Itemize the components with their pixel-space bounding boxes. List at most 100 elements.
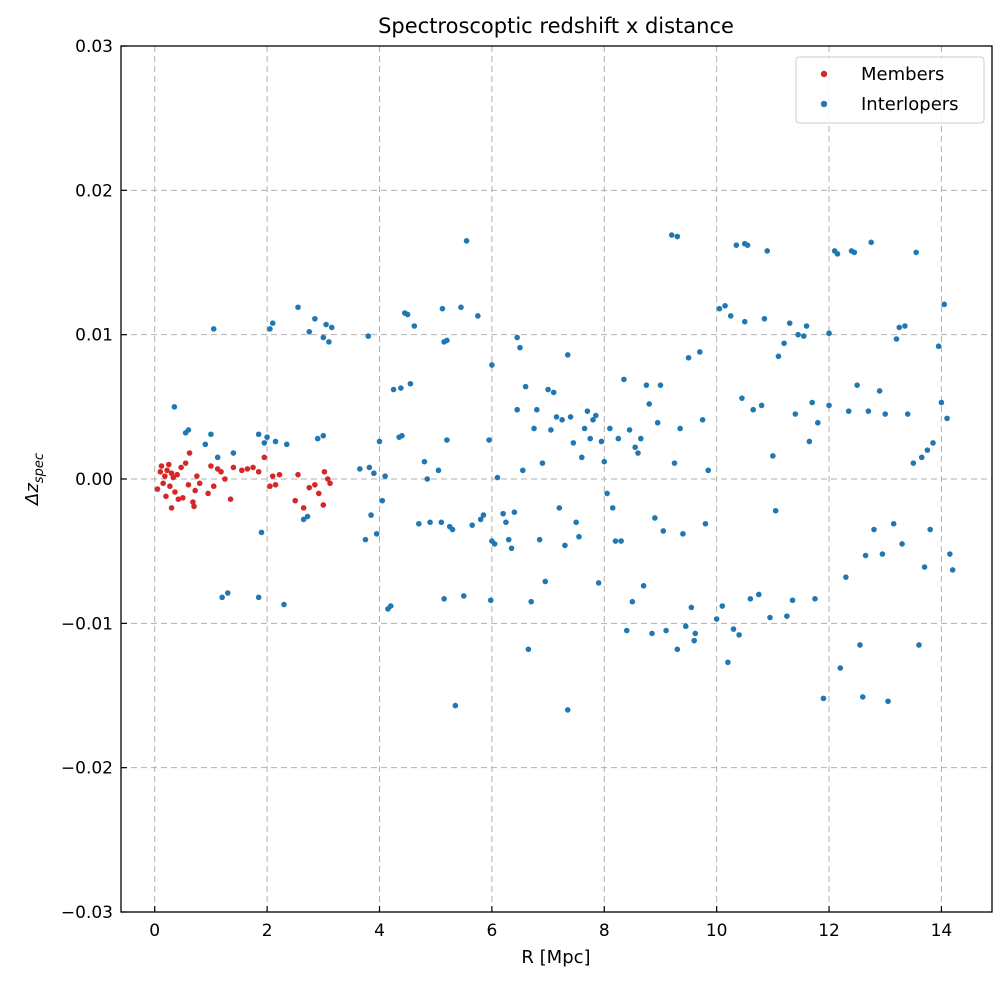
data-point-interlopers: [803, 323, 810, 329]
data-point-members: [158, 463, 165, 469]
data-point-members: [276, 471, 283, 478]
data-point-interlopers: [590, 417, 596, 423]
data-point-members: [165, 461, 172, 468]
data-point-interlopers: [267, 326, 273, 332]
data-point-interlopers: [654, 419, 661, 426]
data-point-interlopers: [382, 473, 388, 479]
data-point-interlopers: [692, 630, 699, 637]
data-point-members: [327, 480, 333, 487]
data-point-interlopers: [885, 698, 891, 705]
data-point-interlopers: [469, 522, 476, 528]
data-point-interlopers: [663, 627, 669, 634]
data-point-interlopers: [604, 490, 610, 497]
data-point-members: [164, 467, 170, 474]
data-point-members: [208, 463, 214, 469]
data-point-interlopers: [320, 334, 327, 341]
data-point-members: [205, 490, 211, 497]
data-point-interlopers: [623, 627, 630, 634]
data-point-interlopers: [702, 520, 709, 527]
data-point-interlopers: [548, 427, 554, 433]
data-point-interlopers: [300, 516, 307, 523]
data-point-interlopers: [534, 406, 540, 413]
data-point-interlopers: [564, 707, 571, 713]
data-point-interlopers: [744, 242, 751, 248]
data-point-interlopers: [416, 520, 422, 527]
data-point-members: [160, 480, 166, 487]
data-point-interlopers: [815, 419, 821, 426]
data-point-members: [292, 497, 299, 504]
data-point-members: [239, 467, 245, 474]
data-point-interlopers: [800, 333, 807, 339]
data-point-interlopers: [696, 349, 703, 355]
data-point-interlopers: [716, 305, 723, 312]
data-point-interlopers: [621, 376, 627, 383]
data-point-members: [175, 496, 182, 503]
data-point-interlopers: [306, 328, 313, 335]
data-point-interlopers: [214, 454, 221, 461]
points-layer: [154, 232, 956, 713]
data-point-interlopers: [427, 519, 433, 526]
data-point-interlopers: [949, 567, 956, 573]
data-point-members: [300, 505, 307, 511]
data-point-interlopers: [366, 464, 373, 471]
data-point-interlopers: [593, 412, 599, 419]
data-point-interlopers: [868, 239, 874, 246]
ticks-layer: 0 2 4 6 8 10 12 14 −0.03 −0.02 −0.01 0.00 0.01 0.02 0.…: [61, 37, 952, 941]
data-point-interlopers: [578, 454, 585, 461]
data-point-interlopers: [896, 324, 903, 331]
data-point-interlopers: [705, 467, 712, 474]
data-point-interlopers: [404, 311, 411, 318]
data-point-interlopers: [208, 431, 214, 438]
data-point-interlopers: [489, 362, 495, 368]
data-point-interlopers: [444, 337, 450, 344]
x-axis-label: R [Mpc]: [521, 947, 590, 968]
data-point-interlopers: [424, 476, 431, 482]
data-point-interlopers: [741, 318, 748, 325]
data-point-interlopers: [514, 334, 520, 341]
data-point-interlopers: [876, 388, 883, 394]
data-point-interlopers: [837, 665, 844, 671]
data-point-members: [261, 454, 268, 461]
data-point-interlopers: [376, 438, 383, 445]
data-point-interlopers: [528, 598, 535, 605]
data-point-interlopers: [680, 531, 686, 537]
data-point-interlopers: [893, 336, 900, 342]
data-point-members: [172, 489, 178, 495]
data-point-interlopers: [312, 315, 318, 322]
data-point-members: [162, 473, 168, 479]
data-point-interlopers: [674, 646, 681, 653]
data-point-interlopers: [357, 466, 363, 472]
data-point-interlopers: [539, 460, 546, 466]
data-point-interlopers: [862, 552, 869, 559]
data-point-interlopers: [792, 411, 799, 417]
data-point-members: [218, 468, 224, 475]
data-point-interlopers: [399, 432, 405, 439]
y-axis-label-base: Δz: [22, 483, 43, 507]
data-point-members: [250, 464, 256, 471]
data-point-interlopers: [576, 533, 582, 540]
data-point-interlopers: [407, 380, 414, 387]
data-point-interlopers: [452, 702, 459, 709]
y-tick-label: −0.01: [61, 614, 113, 634]
data-point-interlopers: [843, 574, 849, 580]
data-point-interlopers: [438, 519, 445, 526]
data-point-members: [227, 496, 234, 503]
data-point-interlopers: [587, 435, 594, 442]
data-point-interlopers: [677, 425, 683, 432]
data-point-interlopers: [820, 695, 827, 702]
data-point-members: [320, 502, 327, 508]
x-tick-label: 2: [262, 921, 273, 941]
data-point-interlopers: [304, 513, 311, 520]
data-point-interlopers: [722, 303, 728, 309]
data-point-members: [167, 483, 173, 490]
data-point-interlopers: [632, 444, 638, 451]
data-point-interlopers: [941, 301, 948, 308]
data-point-interlopers: [480, 512, 487, 518]
data-point-interlopers: [511, 509, 518, 515]
data-point-interlopers: [657, 382, 664, 388]
data-point-interlopers: [390, 386, 397, 393]
x-tick-label: 4: [374, 921, 385, 941]
data-point-interlopers: [607, 425, 613, 432]
